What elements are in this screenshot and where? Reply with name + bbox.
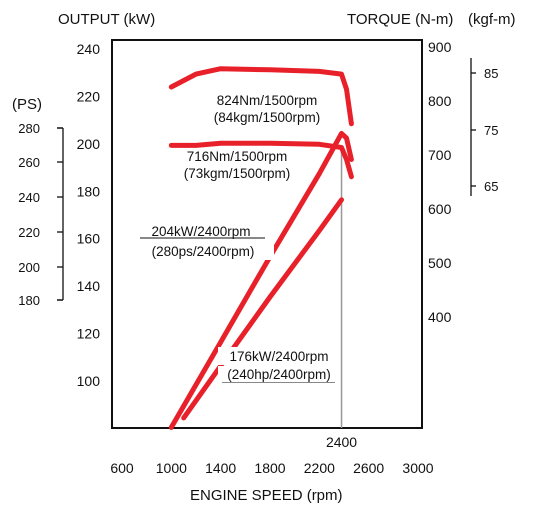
annotation-716nm-line1: 716Nm/1500rpm	[187, 149, 288, 164]
kgf-tick-65: 65	[484, 179, 498, 194]
x-tick-labels: 600 1000 1400 1800 2200 2600 3000	[110, 460, 433, 476]
annotation-176kw-line1: 176kW/2400rpm	[229, 349, 328, 364]
annotation-204kw-line1: 204kW/2400rpm	[151, 224, 250, 239]
kgf-axis-title: (kgf-m)	[468, 11, 516, 28]
output-204kw-curve	[168, 130, 354, 430]
annotation-824nm-line1: 824Nm/1500rpm	[217, 93, 318, 108]
curves	[168, 66, 354, 430]
plot-frame	[111, 39, 423, 429]
torque-tick-900: 900	[428, 39, 452, 55]
output-tick-160: 160	[77, 231, 101, 247]
annotation-716nm-line2: (73kgm/1500rpm)	[184, 166, 291, 181]
annotation-176kw: 176kW/2400rpm (240hp/2400rpm)	[218, 347, 340, 382]
x-tick-3000: 3000	[402, 460, 433, 476]
ps-tick-260: 260	[18, 155, 40, 170]
output-tick-100: 100	[77, 373, 101, 389]
torque-tick-800: 800	[428, 93, 452, 109]
ps-tick-240: 240	[18, 190, 40, 205]
output-tick-220: 220	[77, 88, 101, 104]
kgf-tick-85: 85	[484, 66, 498, 81]
output-176kw-curve	[181, 197, 344, 421]
kgf-tick-labels: 85 75 65	[471, 66, 498, 194]
torque-tick-400: 400	[428, 309, 452, 325]
annotation-716nm: 716Nm/1500rpm (73kgm/1500rpm)	[176, 148, 298, 182]
torque-tick-600: 600	[428, 201, 452, 217]
ps-tick-180: 180	[18, 293, 40, 308]
ps-tick-200: 200	[18, 260, 40, 275]
annotation-824nm: 824Nm/1500rpm (84kgm/1500rpm)	[206, 91, 328, 125]
torque-tick-labels: 400 500 600 700 800 900	[428, 39, 452, 325]
output-tick-180: 180	[77, 183, 101, 199]
x-tick-2200: 2200	[304, 460, 335, 476]
x-axis-title: ENGINE SPEED (rpm)	[190, 487, 343, 504]
ps-axis-title: (PS)	[12, 96, 42, 113]
ps-tick-280: 280	[18, 121, 40, 136]
torque-tick-700: 700	[428, 147, 452, 163]
output-tick-200: 200	[77, 136, 101, 152]
output-tick-labels: 100 120 140 160 180 200 220 240	[77, 41, 101, 389]
ps-tick-labels: 280 260 240 220 200 180	[18, 121, 63, 308]
kgf-tick-75: 75	[484, 123, 498, 138]
x-tick-1400: 1400	[205, 460, 236, 476]
torque-716nm-curve	[168, 140, 354, 180]
torque-tick-500: 500	[428, 255, 452, 271]
output-axis-title: OUTPUT (kW)	[58, 11, 155, 28]
annotation-176kw-line2: (240hp/2400rpm)	[227, 367, 331, 382]
output-tick-240: 240	[77, 41, 101, 57]
x-tick-1800: 1800	[254, 460, 285, 476]
output-tick-140: 140	[77, 278, 101, 294]
ps-tick-220: 220	[18, 225, 40, 240]
output-tick-120: 120	[77, 326, 101, 342]
annotation-204kw-line2: (280ps/2400rpm)	[152, 244, 255, 259]
x-tick-600: 600	[110, 460, 134, 476]
torque-axis-title: TORQUE (N-m)	[347, 11, 453, 28]
x-tick-1000: 1000	[156, 460, 187, 476]
rpm-2400-marker-label: 2400	[326, 434, 357, 450]
annotation-204kw: 204kW/2400rpm (280ps/2400rpm)	[134, 224, 274, 260]
x-tick-2600: 2600	[353, 460, 384, 476]
torque-824nm-curve	[168, 66, 354, 127]
annotation-824nm-line2: (84kgm/1500rpm)	[214, 110, 321, 125]
